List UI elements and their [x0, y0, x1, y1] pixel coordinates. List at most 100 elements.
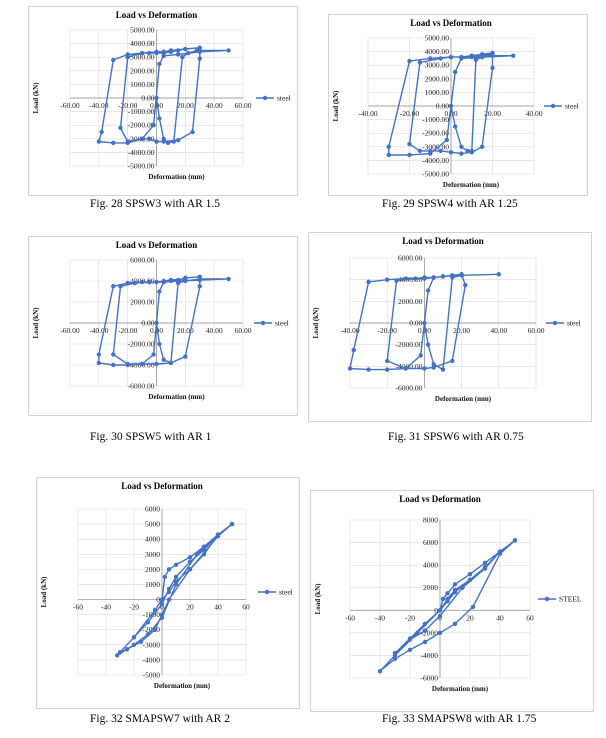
data-point: [161, 357, 166, 362]
data-point: [407, 636, 413, 641]
caption-2: Fig. 29 SPSW4 with AR 1.25: [382, 198, 518, 210]
y-tick-label: 0.00: [141, 94, 154, 103]
data-point: [215, 532, 221, 537]
data-point: [173, 582, 179, 587]
data-point: [377, 669, 383, 674]
legend-label: steel: [277, 94, 291, 103]
chart-frame: [310, 490, 594, 712]
data-point: [197, 284, 202, 289]
data-point: [417, 60, 423, 65]
y-tick-label: 6000: [423, 538, 438, 547]
data-point: [482, 560, 488, 566]
data-point: [187, 567, 193, 572]
x-tick-label: 40.00: [490, 326, 507, 335]
data-point: [159, 612, 165, 617]
data-point: [194, 552, 200, 557]
data-point: [512, 538, 518, 543]
y-tick-label: 5000.00: [130, 26, 155, 35]
data-point: [479, 52, 485, 57]
data-point: [183, 354, 188, 359]
data-point: [452, 124, 458, 129]
data-point: [168, 277, 174, 283]
data-point: [166, 567, 172, 572]
data-point: [407, 152, 412, 158]
data-point: [118, 284, 123, 289]
chart-panel-6: -60-40-200204060-6000-4000-2000020004000…: [310, 490, 594, 712]
data-point: [425, 342, 431, 347]
data-point: [459, 54, 464, 60]
chart-title: Load vs Deformation: [399, 494, 481, 504]
x-tick-label: 40.00: [206, 101, 223, 110]
y-tick-label: 4000.00: [130, 39, 155, 48]
chart-title: Load vs Deformation: [116, 240, 198, 250]
data-point: [166, 597, 172, 602]
data-point: [131, 642, 137, 648]
data-point: [186, 50, 191, 56]
data-point: [175, 48, 181, 53]
caption-1: Fig. 28 SPSW3 with AR 1.5: [90, 198, 221, 210]
data-point: [428, 148, 433, 154]
x-tick-label: 20.00: [177, 101, 194, 110]
data-point: [440, 596, 446, 602]
data-point: [125, 280, 130, 286]
data-point: [448, 54, 454, 60]
y-tick-label: 0: [156, 595, 160, 604]
data-point: [385, 358, 390, 364]
data-point: [124, 647, 130, 652]
y-tick-label: 4000.00: [425, 47, 450, 56]
y-tick-label: -3000: [143, 640, 161, 649]
data-point: [157, 61, 162, 67]
data-point: [157, 341, 162, 347]
data-point: [138, 639, 144, 644]
data-point: [394, 278, 399, 283]
data-point: [403, 366, 408, 371]
x-tick-label: -40: [101, 603, 111, 612]
chart-title: Load vs Deformation: [121, 481, 203, 491]
chart-frame: [28, 236, 298, 416]
data-point: [473, 57, 479, 62]
y-tick-label: 4000: [423, 561, 438, 570]
data-point: [445, 599, 450, 604]
x-tick-label: -60.00: [60, 101, 80, 110]
series-line-steel: [379, 539, 516, 672]
data-point: [147, 279, 152, 285]
x-tick-label: 0.00: [444, 109, 457, 118]
data-point: [490, 50, 495, 56]
chart-title: Load vs Deformation: [410, 18, 492, 28]
y-tick-label: 0.00: [409, 319, 422, 328]
x-tick-label: 0.00: [150, 326, 163, 335]
data-point: [111, 352, 116, 357]
data-point: [460, 585, 465, 590]
data-point: [152, 607, 158, 613]
x-tick-label: -20.00: [400, 109, 420, 118]
y-tick-label: -1000.00: [422, 115, 449, 124]
y-axis-label: Load (kN): [314, 583, 322, 615]
data-point: [183, 46, 188, 52]
data-point: [154, 139, 159, 144]
y-tick-label: 3000.00: [425, 61, 450, 70]
data-point: [139, 136, 145, 141]
data-point: [147, 50, 152, 56]
x-tick-label: 20.00: [453, 326, 470, 335]
x-tick-label: 60: [526, 613, 534, 622]
chart-frame: [328, 14, 588, 196]
x-tick-label: -20.00: [118, 326, 138, 335]
data-point: [165, 140, 171, 146]
chart-frame: [28, 6, 298, 196]
data-point: [111, 284, 116, 289]
y-axis-label: Load (kN): [332, 90, 340, 122]
y-tick-label: -5000.00: [128, 162, 155, 171]
data-point: [366, 279, 371, 285]
data-point: [159, 601, 165, 607]
data-point: [452, 621, 458, 627]
x-tick-label: 0.00: [150, 101, 163, 110]
data-point: [190, 129, 195, 135]
data-point: [187, 555, 193, 560]
chart-frame: [308, 232, 592, 422]
data-point: [154, 95, 159, 101]
x-tick-label: -40: [375, 613, 385, 622]
y-tick-label: -6000: [421, 674, 439, 683]
legend-marker: [260, 320, 266, 326]
data-point: [386, 152, 391, 158]
legend-label: STEEL: [559, 595, 582, 604]
